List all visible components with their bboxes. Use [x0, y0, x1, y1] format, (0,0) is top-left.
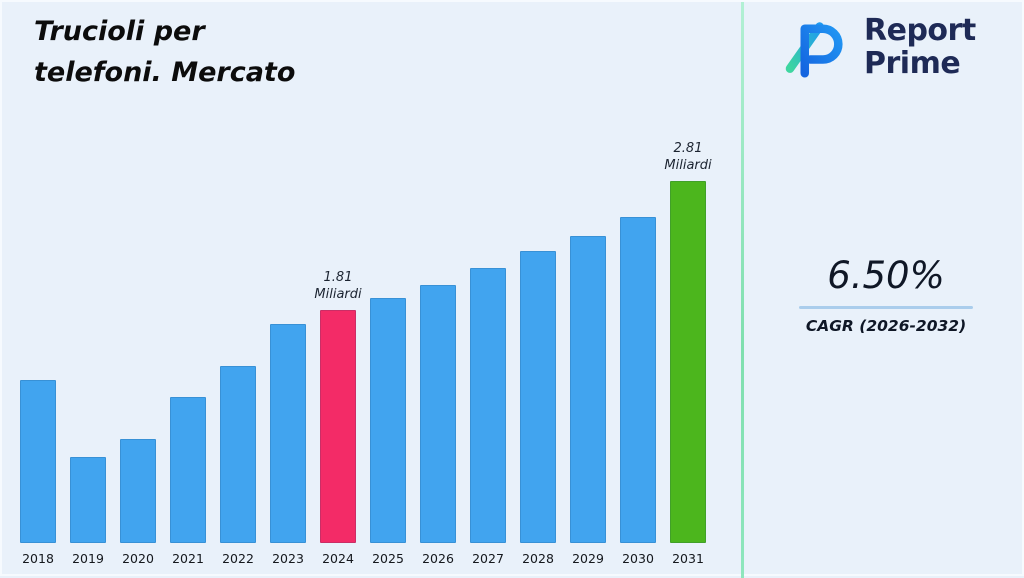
bar-2025	[370, 298, 406, 543]
bar-column-2018: 2018	[20, 380, 56, 566]
page-title-line1: Trucioli per	[34, 16, 205, 47]
x-axis-label-2022: 2022	[222, 551, 254, 566]
x-axis-label-2021: 2021	[172, 551, 204, 566]
bar-column-2028: 2028	[520, 251, 556, 566]
x-axis-label-2027: 2027	[472, 551, 504, 566]
report-prime-logo-text: Report Prime	[864, 14, 976, 80]
bar-column-2021: 2021	[170, 397, 206, 566]
bar-2020	[120, 439, 156, 543]
report-prime-logo: Report Prime	[778, 14, 976, 80]
bar-column-2024: 1.81 Miliardi 2024	[314, 270, 361, 566]
bar-2023	[270, 324, 306, 543]
vertical-divider	[741, 2, 744, 578]
page-title: Trucioli per telefoni. Mercato	[34, 12, 295, 93]
x-axis-label-2026: 2026	[422, 551, 454, 566]
bar-2028	[520, 251, 556, 543]
bar-column-2027: 2027	[470, 268, 506, 566]
bar-2019	[70, 457, 106, 543]
bar-column-2025: 2025	[370, 298, 406, 566]
cagr-stat: 6.50% CAGR (2026-2032)	[797, 254, 975, 335]
bar-column-2019: 2019	[70, 457, 106, 566]
bar-column-2020: 2020	[120, 439, 156, 566]
cagr-value: 6.50%	[827, 254, 945, 297]
x-axis-label-2030: 2030	[622, 551, 654, 566]
cagr-underline	[799, 306, 973, 309]
bar-column-2030: 2030	[620, 217, 656, 566]
bar-column-2023: 2023	[270, 324, 306, 566]
bar-annotation-2024: 1.81 Miliardi	[314, 270, 362, 303]
bar-column-2029: 2029	[570, 236, 606, 566]
bar-2024	[320, 310, 356, 543]
x-axis-label-2031: 2031	[672, 551, 704, 566]
x-axis-label-2024: 2024	[322, 551, 354, 566]
logo-text-line2: Prime	[864, 46, 961, 81]
report-prime-logo-icon	[778, 14, 852, 80]
x-axis-label-2029: 2029	[572, 551, 604, 566]
bar-2030	[620, 217, 656, 543]
bar-2018	[20, 380, 56, 543]
x-axis-label-2023: 2023	[272, 551, 304, 566]
bar-column-2022: 2022	[220, 366, 256, 566]
bar-annotation-2031: 2.81 Miliardi	[664, 141, 712, 174]
logo-text-line1: Report	[864, 13, 976, 48]
bar-2022	[220, 366, 256, 543]
x-axis-label-2020: 2020	[122, 551, 154, 566]
page-title-line2: telefoni. Mercato	[34, 56, 296, 88]
bar-2027	[470, 268, 506, 543]
bar-2031	[670, 181, 706, 543]
bar-2021	[170, 397, 206, 543]
x-axis-label-2019: 2019	[72, 551, 104, 566]
x-axis-label-2028: 2028	[522, 551, 554, 566]
x-axis-label-2018: 2018	[22, 551, 54, 566]
bar-column-2026: 2026	[420, 285, 456, 566]
cagr-caption: CAGR (2026-2032)	[805, 317, 967, 335]
bar-chart: 2018 2019 2020 2021 2022 2023 1.81 Miliardi 2024…	[20, 141, 712, 566]
bar-2029	[570, 236, 606, 543]
x-axis-label-2025: 2025	[372, 551, 404, 566]
bar-column-2031: 2.81 Miliardi 2031	[664, 141, 711, 566]
bar-2026	[420, 285, 456, 543]
